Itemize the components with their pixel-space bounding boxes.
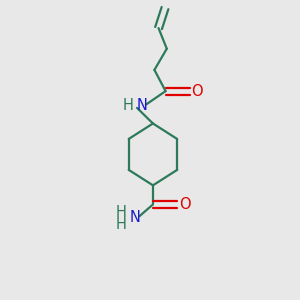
Text: H: H <box>123 98 134 113</box>
Text: H: H <box>116 205 127 220</box>
Text: O: O <box>191 84 203 99</box>
Text: N: N <box>136 98 148 113</box>
Text: O: O <box>178 197 190 212</box>
Text: N: N <box>130 210 141 225</box>
Text: H: H <box>116 217 127 232</box>
